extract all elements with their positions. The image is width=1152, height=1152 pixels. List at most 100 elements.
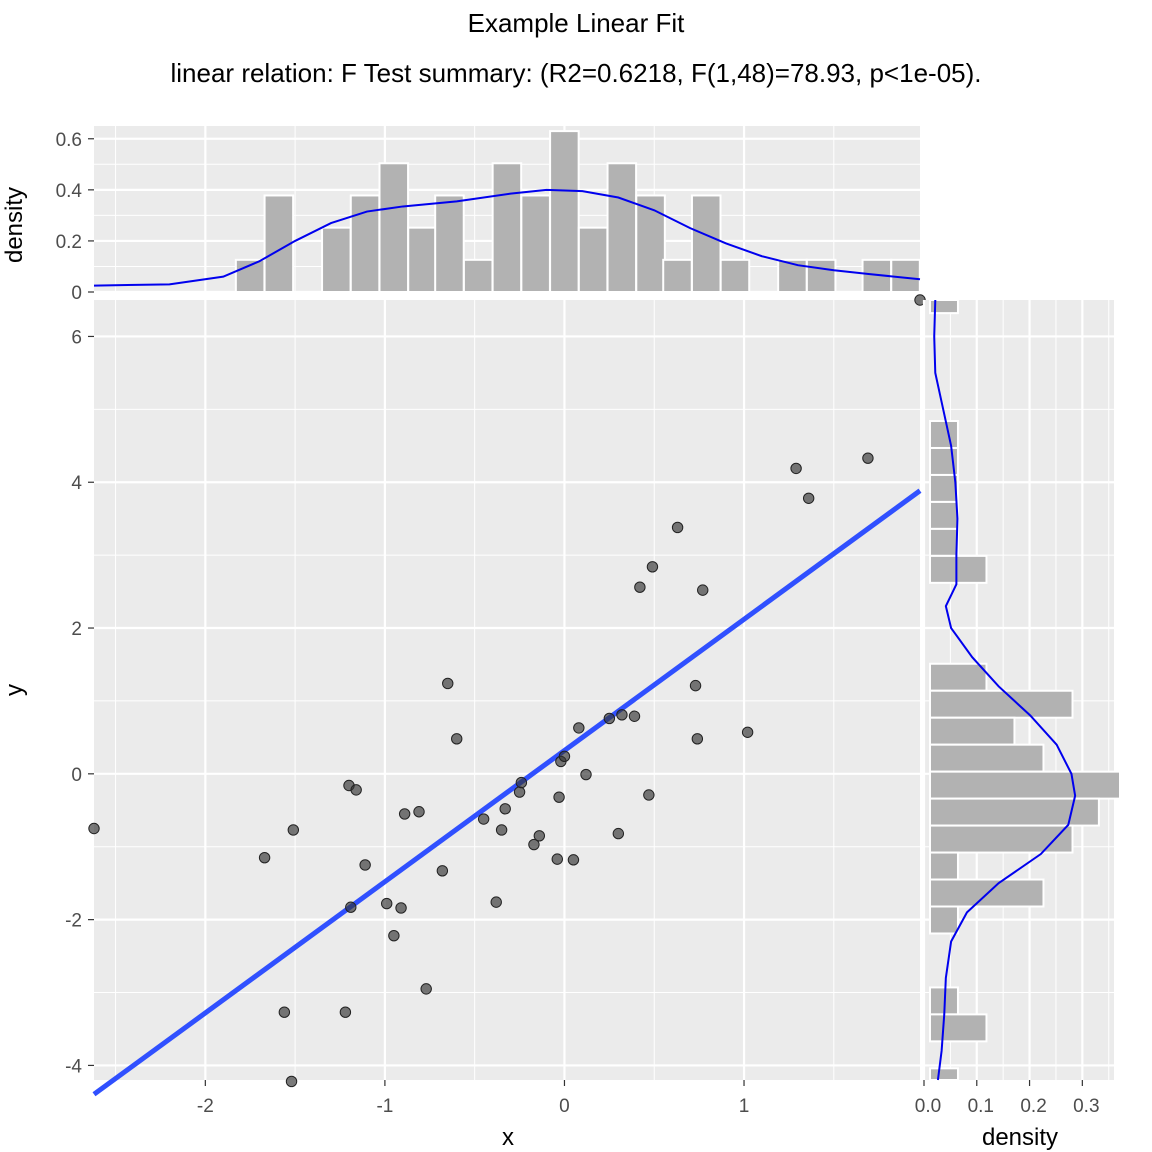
scatter-background bbox=[94, 300, 920, 1080]
y-axis-label: y bbox=[1, 684, 28, 696]
right-x-tick-label: 0.3 bbox=[1073, 1096, 1099, 1117]
top-y-tick-label: 0.2 bbox=[56, 232, 82, 253]
chart-subtitle: linear relation: F Test summary: (R2=0.6… bbox=[171, 58, 982, 88]
data-point bbox=[689, 679, 702, 692]
data-point bbox=[490, 896, 502, 908]
y-tick-label: -4 bbox=[65, 1056, 82, 1077]
data-point bbox=[442, 677, 454, 690]
data-point bbox=[258, 851, 271, 864]
data-point bbox=[345, 901, 357, 913]
x-tick-label: 0 bbox=[559, 1096, 570, 1117]
data-point bbox=[558, 750, 571, 763]
data-point bbox=[420, 983, 432, 995]
data-point bbox=[359, 859, 371, 871]
scatter-panel: -2 -1 0 1 -4 -2 0 2 4 6 bbox=[65, 294, 926, 1117]
right-histogram-bar bbox=[929, 905, 959, 935]
x-axis-label: x bbox=[502, 1124, 514, 1151]
data-point bbox=[603, 712, 616, 725]
top-histogram-bar bbox=[491, 162, 523, 293]
top-histogram-bar bbox=[606, 162, 638, 293]
data-point bbox=[533, 830, 546, 842]
right-density-label: density bbox=[982, 1124, 1058, 1151]
top-marginal-histogram: 0 0.2 0.4 0.6 bbox=[56, 126, 921, 304]
data-point bbox=[398, 808, 411, 820]
data-point bbox=[573, 722, 585, 734]
data-point bbox=[634, 581, 646, 593]
data-point bbox=[612, 827, 625, 840]
y-tick-label: 2 bbox=[71, 619, 82, 640]
data-point bbox=[413, 806, 425, 818]
data-point bbox=[580, 768, 592, 781]
x-tick-label: -1 bbox=[376, 1096, 393, 1117]
y-tick-label: 4 bbox=[71, 473, 82, 494]
right-histogram-bar bbox=[929, 662, 988, 692]
data-point bbox=[691, 733, 704, 745]
top-density-curve bbox=[93, 188, 921, 287]
right-x-tick-label: 0.1 bbox=[968, 1096, 994, 1117]
right-histogram-bar bbox=[929, 743, 1045, 773]
right-histogram-bar bbox=[929, 420, 959, 449]
data-point bbox=[646, 561, 659, 573]
right-histogram-bar bbox=[929, 500, 959, 530]
fit-line bbox=[92, 488, 922, 1097]
top-y-tick-label: 0.6 bbox=[56, 130, 82, 151]
top-histogram-bar bbox=[805, 258, 837, 293]
top-histogram-bar bbox=[549, 130, 580, 293]
data-point bbox=[495, 824, 508, 836]
top-histogram-bar bbox=[635, 194, 666, 293]
top-histogram-bar bbox=[321, 226, 352, 294]
top-histogram-bar bbox=[719, 258, 751, 293]
data-point bbox=[278, 1006, 291, 1018]
data-point bbox=[513, 786, 526, 798]
right-histogram-bar bbox=[929, 716, 1016, 746]
data-point bbox=[339, 1006, 352, 1018]
top-histogram-bar bbox=[690, 194, 722, 293]
top-density-label: density bbox=[1, 187, 28, 263]
data-point bbox=[285, 1075, 298, 1088]
data-point bbox=[802, 492, 815, 504]
data-point bbox=[551, 853, 563, 865]
data-point bbox=[388, 929, 400, 942]
right-x-tick-label: 0.0 bbox=[915, 1096, 941, 1117]
top-histogram-bar bbox=[378, 162, 410, 293]
data-point bbox=[287, 824, 300, 836]
data-point bbox=[451, 733, 463, 745]
right-histogram-bar bbox=[929, 770, 1121, 800]
top-y-tick-label: 0 bbox=[71, 283, 82, 304]
data-point bbox=[350, 784, 362, 796]
top-histogram-bar bbox=[777, 258, 808, 293]
data-point bbox=[515, 776, 528, 789]
y-tick-label: -2 bbox=[65, 911, 82, 932]
right-histogram-bar bbox=[929, 554, 988, 584]
top-histogram-bar bbox=[577, 226, 609, 294]
data-point bbox=[499, 803, 511, 815]
data-point bbox=[616, 709, 628, 721]
right-histogram-bar bbox=[929, 473, 959, 503]
data-point bbox=[477, 813, 490, 825]
data-point bbox=[436, 865, 449, 877]
data-point bbox=[88, 822, 100, 835]
x-tick-label: 1 bbox=[739, 1096, 750, 1117]
right-x-tick-label: 0.2 bbox=[1020, 1096, 1046, 1117]
right-marginal-histogram: 0.0 0.1 0.2 0.3 bbox=[915, 299, 1121, 1117]
chart-title: Example Linear Fit bbox=[468, 8, 686, 38]
y-tick-label: 0 bbox=[71, 765, 82, 786]
data-point bbox=[567, 854, 580, 866]
top-histogram-bar bbox=[462, 258, 494, 293]
right-histogram-bar bbox=[929, 824, 1074, 854]
right-histogram-bar bbox=[929, 527, 959, 557]
right-histogram-bar bbox=[929, 1067, 959, 1081]
data-point bbox=[395, 902, 407, 914]
top-histogram-bar bbox=[662, 258, 693, 293]
top-histogram-bar bbox=[407, 226, 438, 294]
right-density-curve bbox=[933, 299, 1077, 1081]
top-y-tick-label: 0.4 bbox=[56, 181, 83, 202]
top-histogram-bar bbox=[520, 194, 551, 293]
right-histogram-bar bbox=[929, 1013, 988, 1043]
right-histogram-bar bbox=[929, 689, 1074, 719]
data-point bbox=[643, 789, 655, 801]
y-tick-label: 6 bbox=[71, 327, 82, 348]
right-histogram-bar bbox=[929, 851, 959, 881]
data-point bbox=[671, 521, 684, 534]
